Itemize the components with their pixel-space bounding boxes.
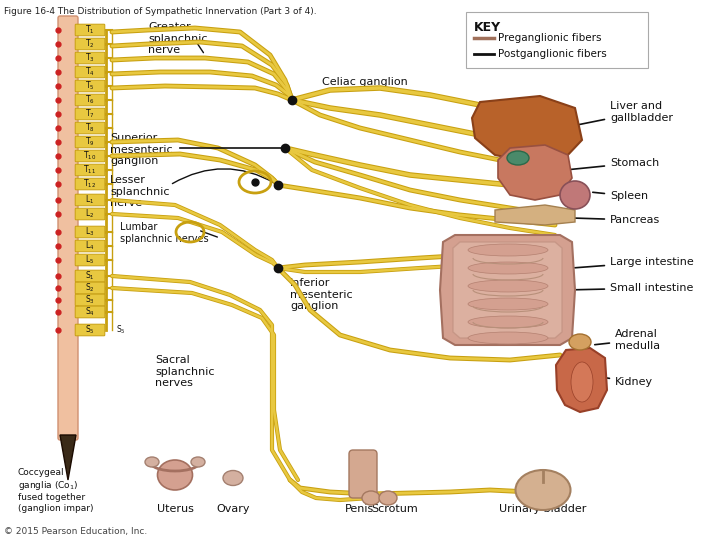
FancyBboxPatch shape xyxy=(75,66,105,78)
Text: T$_8$: T$_8$ xyxy=(85,122,95,134)
Ellipse shape xyxy=(569,334,591,350)
Text: Large intestine: Large intestine xyxy=(575,257,694,268)
FancyBboxPatch shape xyxy=(75,94,105,106)
Ellipse shape xyxy=(362,491,380,505)
Text: S$_1$: S$_1$ xyxy=(85,270,95,282)
Ellipse shape xyxy=(223,470,243,485)
Text: L$_5$: L$_5$ xyxy=(86,254,94,266)
FancyBboxPatch shape xyxy=(349,450,377,498)
FancyBboxPatch shape xyxy=(75,306,105,318)
Text: T$_9$: T$_9$ xyxy=(85,136,95,148)
Text: Kidney: Kidney xyxy=(607,377,653,387)
Text: Ovary: Ovary xyxy=(216,504,250,514)
Text: L$_3$: L$_3$ xyxy=(86,226,94,238)
FancyBboxPatch shape xyxy=(58,16,78,440)
Text: Coccygeal
ganglia (Co$_1$)
fused together
(ganglion impar): Coccygeal ganglia (Co$_1$) fused togethe… xyxy=(18,468,94,512)
FancyBboxPatch shape xyxy=(75,270,105,282)
Text: T$_{12}$: T$_{12}$ xyxy=(84,178,96,190)
Polygon shape xyxy=(453,242,562,338)
Ellipse shape xyxy=(379,491,397,505)
Text: T$_7$: T$_7$ xyxy=(85,108,95,120)
Text: Pancreas: Pancreas xyxy=(575,215,660,225)
FancyBboxPatch shape xyxy=(75,254,105,266)
Text: Small intestine: Small intestine xyxy=(568,283,693,293)
Text: Adrenal
medulla: Adrenal medulla xyxy=(595,329,660,351)
Text: Liver and
gallbladder: Liver and gallbladder xyxy=(564,101,673,127)
Ellipse shape xyxy=(560,181,590,209)
Text: Superior
mesenteric
ganglion: Superior mesenteric ganglion xyxy=(110,133,173,166)
FancyBboxPatch shape xyxy=(75,38,105,50)
FancyBboxPatch shape xyxy=(75,178,105,190)
Ellipse shape xyxy=(468,316,548,328)
Ellipse shape xyxy=(158,460,192,490)
FancyBboxPatch shape xyxy=(75,108,105,120)
Text: Sacral
splanchnic
nerves: Sacral splanchnic nerves xyxy=(155,355,215,388)
FancyBboxPatch shape xyxy=(75,294,105,306)
FancyBboxPatch shape xyxy=(75,150,105,162)
Text: Inferior
mesenteric
ganglion: Inferior mesenteric ganglion xyxy=(290,278,353,311)
FancyBboxPatch shape xyxy=(75,164,105,176)
Text: Postganglionic fibers: Postganglionic fibers xyxy=(498,49,607,59)
Text: T$_2$: T$_2$ xyxy=(85,38,95,50)
Polygon shape xyxy=(495,205,575,225)
Polygon shape xyxy=(440,235,575,345)
Text: Greater
splanchnic
nerve: Greater splanchnic nerve xyxy=(148,22,207,55)
FancyBboxPatch shape xyxy=(75,208,105,220)
Text: S$_4$: S$_4$ xyxy=(85,306,95,318)
FancyBboxPatch shape xyxy=(75,226,105,238)
FancyBboxPatch shape xyxy=(75,80,105,92)
Text: Uterus: Uterus xyxy=(156,504,194,514)
Text: T$_{10}$: T$_{10}$ xyxy=(84,150,96,162)
Text: T$_5$: T$_5$ xyxy=(85,80,95,92)
Text: Preganglionic fibers: Preganglionic fibers xyxy=(498,33,601,43)
Text: L$_1$: L$_1$ xyxy=(86,194,94,206)
FancyBboxPatch shape xyxy=(75,24,105,36)
Text: © 2015 Pearson Education, Inc.: © 2015 Pearson Education, Inc. xyxy=(4,527,148,536)
Text: Figure 16-4 The Distribution of Sympathetic Innervation (Part 3 of 4).: Figure 16-4 The Distribution of Sympathe… xyxy=(4,7,317,16)
Text: Lesser
splanchnic
nerve: Lesser splanchnic nerve xyxy=(110,175,169,208)
FancyBboxPatch shape xyxy=(75,122,105,134)
FancyBboxPatch shape xyxy=(75,52,105,64)
Text: Lumbar
splanchnic nerves: Lumbar splanchnic nerves xyxy=(120,222,209,244)
Ellipse shape xyxy=(468,262,548,274)
FancyBboxPatch shape xyxy=(75,194,105,206)
Text: T$_{11}$: T$_{11}$ xyxy=(84,164,96,176)
Text: S$_5$: S$_5$ xyxy=(85,324,95,336)
Polygon shape xyxy=(498,145,572,200)
Ellipse shape xyxy=(571,362,593,402)
FancyBboxPatch shape xyxy=(75,136,105,148)
Text: S$_3$: S$_3$ xyxy=(85,294,95,306)
Text: L$_4$: L$_4$ xyxy=(85,240,95,252)
Polygon shape xyxy=(472,96,582,162)
Text: S$_5$: S$_5$ xyxy=(116,324,126,336)
Text: Penis: Penis xyxy=(346,504,374,514)
Ellipse shape xyxy=(468,244,548,256)
Text: S$_2$: S$_2$ xyxy=(85,282,95,294)
Text: T$_3$: T$_3$ xyxy=(85,52,95,64)
Ellipse shape xyxy=(145,457,159,467)
Text: Spleen: Spleen xyxy=(593,191,648,201)
Text: T$_6$: T$_6$ xyxy=(85,94,95,106)
Text: Celiac ganglion: Celiac ganglion xyxy=(294,77,408,99)
FancyBboxPatch shape xyxy=(75,324,105,336)
Text: Stomach: Stomach xyxy=(568,158,660,170)
Text: T$_1$: T$_1$ xyxy=(85,24,95,36)
Ellipse shape xyxy=(507,151,529,165)
Ellipse shape xyxy=(468,280,548,292)
Ellipse shape xyxy=(468,298,548,310)
FancyBboxPatch shape xyxy=(75,282,105,294)
Ellipse shape xyxy=(191,457,205,467)
Ellipse shape xyxy=(468,332,548,344)
Polygon shape xyxy=(556,348,607,412)
Polygon shape xyxy=(60,435,76,480)
Text: Urinary bladder: Urinary bladder xyxy=(499,504,587,514)
Text: Scrotum: Scrotum xyxy=(372,504,418,514)
FancyBboxPatch shape xyxy=(466,12,648,68)
Ellipse shape xyxy=(516,470,570,510)
Text: L$_2$: L$_2$ xyxy=(86,208,94,220)
Text: T$_4$: T$_4$ xyxy=(85,66,95,78)
Text: KEY: KEY xyxy=(474,21,501,34)
FancyBboxPatch shape xyxy=(75,240,105,252)
